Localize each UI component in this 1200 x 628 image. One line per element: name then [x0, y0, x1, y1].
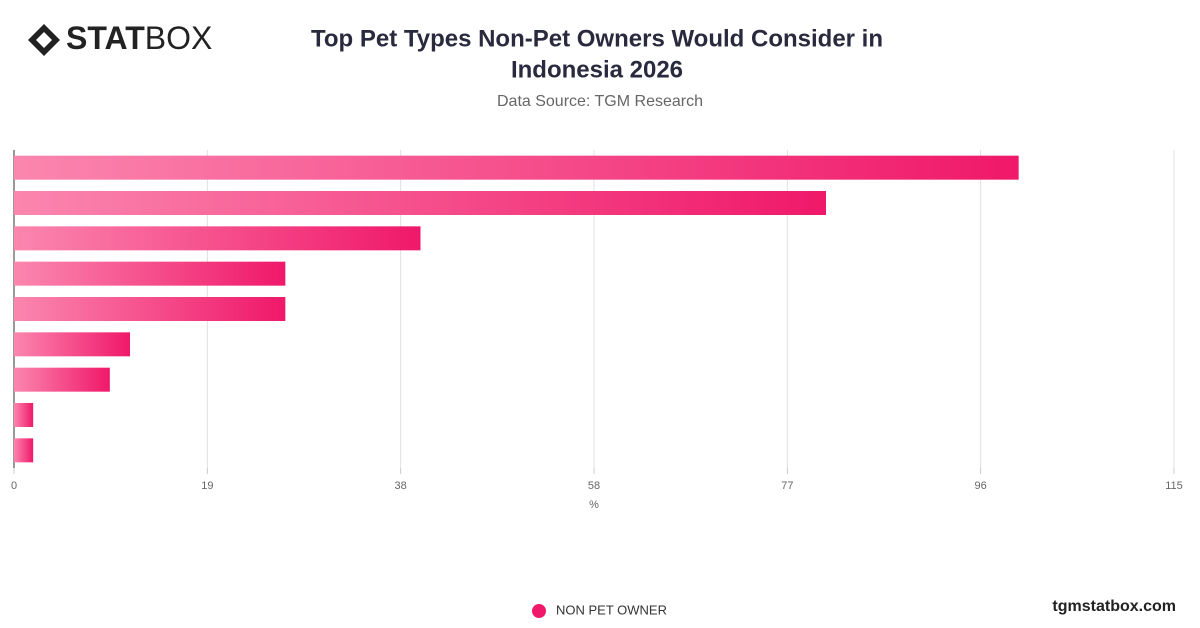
x-tick-label: 58 — [588, 480, 600, 492]
chart-title: Top Pet Types Non-Pet Owners Would Consi… — [311, 25, 883, 52]
chart-subtitle: Data Source: TGM Research — [497, 93, 703, 110]
x-tick-label: 77 — [781, 480, 793, 492]
logo: STATBOX — [28, 20, 212, 56]
logo-light: BOX — [145, 20, 213, 56]
bar — [14, 367, 110, 392]
chart-title: Indonesia 2026 — [511, 56, 683, 83]
bar — [14, 332, 130, 357]
x-tick-label: 96 — [975, 480, 987, 492]
logo-bold: STAT — [66, 20, 145, 56]
x-tick-label: 115 — [1165, 480, 1183, 492]
x-tick-label: 19 — [201, 480, 213, 492]
footer: tgmstatbox.com — [1052, 598, 1176, 615]
bar — [14, 226, 421, 251]
x-tick-label: 0 — [11, 480, 17, 492]
logo-icon-inner — [36, 32, 52, 48]
bar — [14, 403, 34, 427]
bar — [14, 261, 286, 286]
x-tick-label: 38 — [395, 480, 407, 492]
bar — [14, 297, 286, 321]
bar — [14, 155, 1019, 180]
bar — [14, 191, 826, 215]
x-axis-label: % — [589, 499, 599, 511]
legend-marker — [532, 604, 546, 618]
legend-label: NON PET OWNER — [556, 602, 667, 617]
bar — [14, 438, 34, 463]
logo-text-bold: STATBOX — [66, 20, 212, 56]
